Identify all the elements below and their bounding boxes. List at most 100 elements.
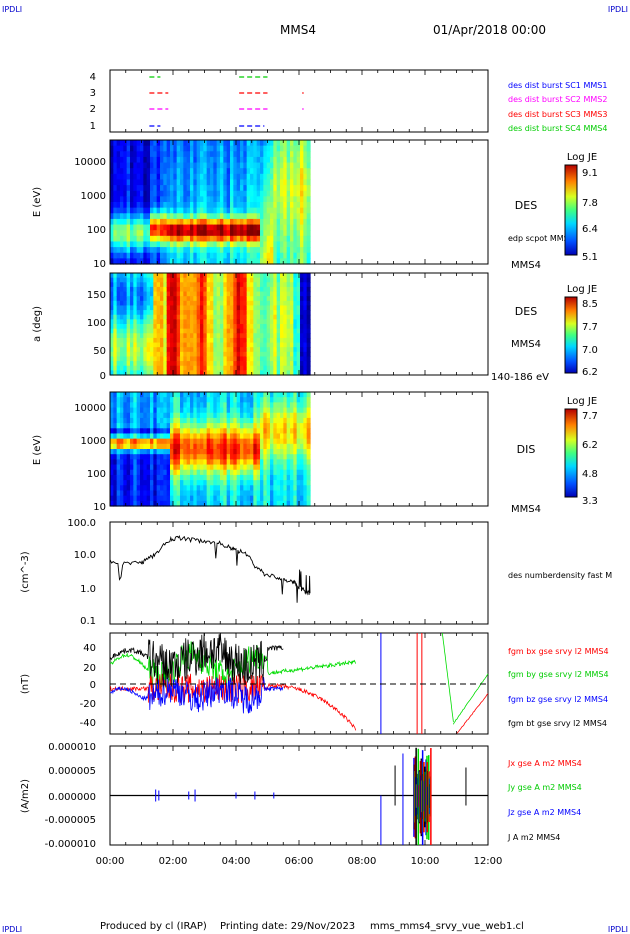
dis-energy-tick-100: 100 (87, 469, 106, 480)
spectrogram-cell (307, 179, 311, 185)
x-tick-00: 00:00 (96, 856, 125, 867)
x-axis: 00:00 02:00 04:00 06:00 08:00 10:00 12:0… (96, 856, 503, 867)
density-line (110, 536, 310, 603)
des-energy-cbar-tick-4: 5.1 (582, 252, 598, 263)
bfield-legend-bx: fgm bx gse srvy l2 MMS4 (508, 647, 609, 656)
bfield-legend-by: fgm by gse srvy l2 MMS4 (508, 670, 609, 679)
spectrogram-cell (307, 208, 311, 214)
dis-energy-cbar-tick-2: 6.2 (582, 440, 598, 451)
spectrogram-cell (307, 196, 311, 202)
current-legend-jz: Jz gse A m2 MMS4 (507, 808, 581, 817)
bfield-tick-minus-40: -40 (80, 718, 96, 729)
spectrogram-cell (307, 282, 311, 287)
spectrogram-cell (307, 480, 311, 486)
spectrogram-cell (307, 402, 311, 408)
des-energy-side-label: DES (515, 199, 537, 212)
spectrogram-cell (307, 352, 311, 357)
spectrogram-cell (307, 449, 311, 455)
dis-energy-tick-10000: 10000 (74, 403, 106, 414)
spectrogram-cell (307, 470, 311, 476)
page-date: 01/Apr/2018 00:00 (433, 23, 546, 37)
x-tick-12: 12:00 (474, 856, 503, 867)
dis-energy-cbar-tick-3: 4.8 (582, 469, 598, 480)
spectrogram-cell (307, 413, 311, 419)
spectrogram-cell (307, 191, 311, 197)
spectrogram-cell (307, 278, 311, 283)
density-plot (110, 536, 310, 603)
burst-marks (149, 77, 303, 126)
current-ylabel: (A/m2) (20, 779, 31, 813)
panel-density-frame (110, 522, 488, 624)
spectrogram-cell (307, 356, 311, 361)
by-line-drop (442, 633, 453, 722)
spectrogram-cell (307, 333, 311, 338)
footer-printing: Printing date: 29/Nov/2023 (220, 921, 355, 932)
spectrogram-cell (307, 230, 311, 236)
density-tick-10: 10.0 (74, 550, 96, 561)
current-legend-j: J A m2 MMS4 (507, 833, 560, 842)
corner-label-top-left: IPDLI (2, 5, 22, 14)
spectrogram-cell (307, 305, 311, 310)
current-tick-zero: 0.000000 (48, 792, 96, 803)
current-tick-half: 0.000005 (48, 766, 96, 777)
dis-energy-bottom-note: MMS4 (511, 504, 541, 515)
spectrogram-cell (307, 157, 311, 163)
spectrogram-cell (307, 253, 311, 259)
spectrogram-cell (307, 329, 311, 334)
current-legend-jx: Jx gse A m2 MMS4 (507, 759, 582, 768)
spectrogram-cell (307, 343, 311, 348)
des-pitch-tick-150: 150 (87, 290, 106, 301)
spectrogram-cell (307, 444, 311, 450)
legend-mms4: des dist burst SC4 MMS4 (508, 124, 607, 133)
spectrogram-cell (307, 324, 311, 329)
des-energy-bottom-note: MMS4 (511, 260, 541, 271)
des-energy-cbar-tick-1: 9.1 (582, 168, 598, 179)
spectrogram-cell (307, 247, 311, 253)
des-pitch-side-note: MMS4 (511, 339, 541, 350)
des-energy-side-note: edp scpot MMS4 (508, 234, 574, 243)
dis-energy-cbar-tick-1: 7.7 (582, 411, 598, 422)
spectrogram-cell (307, 163, 311, 169)
spectrogram-cell (307, 338, 311, 343)
spectrogram-cell (307, 219, 311, 225)
des-pitch-colorbar-title: Log JE (567, 284, 597, 295)
current-legend-jy: Jy gse A m2 MMS4 (507, 783, 582, 792)
spectrogram-cell (307, 418, 311, 424)
x-tick-06: 06:00 (285, 856, 314, 867)
dis-energy-colorbar-title: Log JE (567, 396, 597, 407)
spectrogram-cell (307, 292, 311, 297)
bfield-tick-0: 0 (90, 680, 96, 691)
bfield-tick-40: 40 (83, 643, 96, 654)
spectrogram-cell (307, 146, 311, 152)
dis-energy-tick-1000: 1000 (81, 436, 106, 447)
legend-mms3: des dist burst SC3 MMS3 (508, 110, 607, 119)
des-energy-tick-100: 100 (87, 225, 106, 236)
spectrogram-cell (307, 361, 311, 366)
current-tick-max: 0.000010 (48, 742, 96, 753)
spectrogram-cell (307, 319, 311, 324)
des-pitch-cbar-tick-1: 8.5 (582, 299, 598, 310)
spectrogram-cell (307, 366, 311, 371)
bfield-tick-minus-20: -20 (80, 699, 96, 710)
dis-energy-colorbar (565, 409, 577, 497)
spectrogram-cell (307, 296, 311, 301)
x-tick-08: 08:00 (348, 856, 377, 867)
legend-mms2: des dist burst SC2 MMS2 (508, 95, 607, 104)
spectrogram-cell (307, 287, 311, 292)
spectrogram-cell (307, 465, 311, 471)
des-energy-cbar-tick-3: 6.4 (582, 224, 598, 235)
panel-burst-frame (110, 70, 488, 132)
current-tick-neg-half: -0.000005 (45, 815, 96, 826)
spectrogram-cell (307, 408, 311, 414)
panel-burst: 4 3 2 1 des dist burst SC1 MMS1 des dist… (90, 70, 608, 133)
des-pitch-ylabel: a (deg) (32, 306, 43, 342)
des-energy-ylabel: E (eV) (32, 187, 43, 217)
burst-tick-1: 1 (90, 121, 96, 132)
spectrogram-cell (307, 236, 311, 242)
legend-mms1: des dist burst SC1 MMS1 (508, 81, 607, 90)
bx-line (110, 674, 356, 731)
spectrogram-cell (307, 273, 311, 278)
bfield-legend-bz: fgm bz gse srvy l2 MMS4 (508, 695, 608, 704)
des-energy-tick-1000: 1000 (81, 191, 106, 202)
density-ylabel: (cm^-3) (20, 551, 31, 592)
